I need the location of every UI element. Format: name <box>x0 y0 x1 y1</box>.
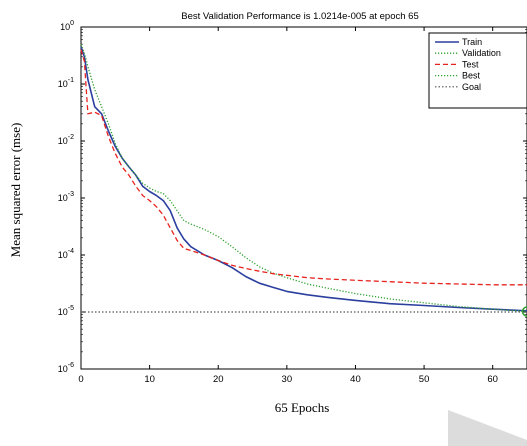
chart-title: Best Validation Performance is 1.0214e-0… <box>181 11 418 22</box>
legend-label-goal: Goal <box>462 82 481 92</box>
decorative-arrow-shape <box>448 410 527 446</box>
legend-label-validation: Validation <box>462 48 501 58</box>
x-tick-label: 30 <box>282 374 293 385</box>
x-tick-label: 10 <box>144 374 155 385</box>
y-tick-label: 10-5 <box>58 305 74 317</box>
x-tick-label: 20 <box>213 374 224 385</box>
x-tick-label: 60 <box>487 374 498 385</box>
y-axis-label: Mean squared error (mse) <box>8 123 23 258</box>
y-tick-label: 10-6 <box>58 362 74 374</box>
best-marker <box>521 306 527 317</box>
series-line-validation <box>80 43 527 313</box>
y-tick-label: 10-1 <box>58 77 74 89</box>
legend-box <box>428 32 527 109</box>
y-tick-label: 10-3 <box>58 191 74 203</box>
x-tick-label: 40 <box>350 374 361 385</box>
x-tick-label: 50 <box>419 374 430 385</box>
y-tick-label: 10-4 <box>58 248 74 260</box>
y-tick-label: 100 <box>60 20 74 32</box>
legend-label-train: Train <box>462 37 482 47</box>
series-line-test <box>80 49 527 286</box>
legend-label-test: Test <box>462 59 479 69</box>
series-line-train <box>80 46 527 312</box>
y-tick-label: 10-2 <box>58 134 74 146</box>
legend-label-best: Best <box>462 71 481 81</box>
x-tick-label: 0 <box>78 374 83 385</box>
x-axis-label: 65 Epochs <box>275 400 330 415</box>
